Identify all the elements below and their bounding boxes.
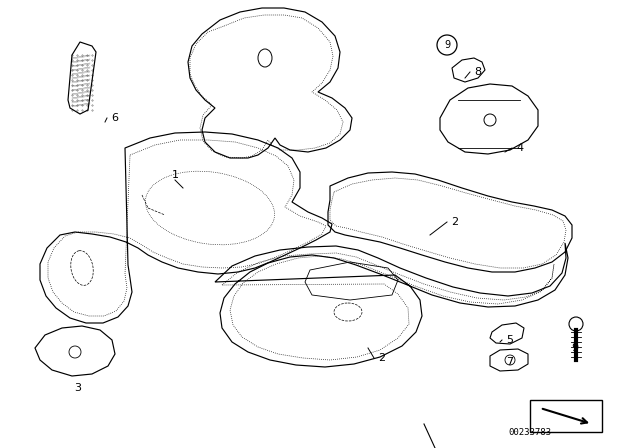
Text: 4: 4 [516, 143, 524, 153]
Text: 1: 1 [172, 170, 179, 180]
Text: 9: 9 [444, 40, 450, 50]
Text: 3: 3 [74, 383, 81, 393]
Text: 5: 5 [506, 335, 513, 345]
Text: 9: 9 [572, 343, 579, 353]
Text: 2: 2 [378, 353, 385, 363]
Text: 2: 2 [451, 217, 459, 227]
Bar [530, 400, 602, 432]
Text: 00233783: 00233783 [509, 427, 552, 436]
Text: 7: 7 [506, 357, 513, 367]
Text: 8: 8 [474, 67, 481, 77]
Text: 6: 6 [111, 113, 118, 123]
